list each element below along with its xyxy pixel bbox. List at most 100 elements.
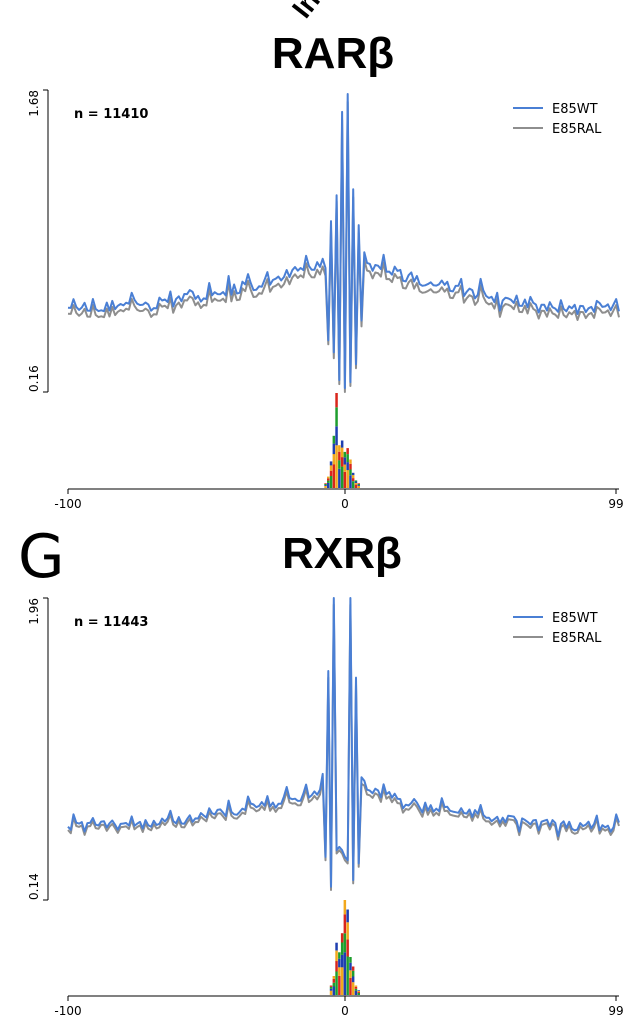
motif-bar [346,909,349,923]
motif-bar [340,447,344,458]
motif-bar [338,952,341,959]
motif-bar [351,478,355,482]
legend-label-e85wt: E85WT [552,611,598,626]
series-line-e85wt [67,93,620,389]
motif-bar [332,464,336,488]
motif-bar [329,461,333,466]
series-lines [67,93,620,393]
n-count-label: n = 11410 [74,107,148,122]
y-tick-label-bottom: 0.14 [27,873,41,900]
motif-bar [351,472,355,476]
motif-bar [354,483,358,485]
motif-bar [324,485,327,488]
motif-bar [327,476,330,479]
motif-bar [351,976,355,983]
motif-bar [349,475,352,488]
motif-bar [332,982,336,987]
motif-bar [329,476,333,488]
legend-label-e85ral: E85RAL [552,122,602,137]
motif-bar [346,956,349,995]
motif-bar [329,470,333,476]
motif-bar [354,985,358,987]
motif-bar [332,435,336,444]
motif-bar [340,457,344,467]
y-tick-label-top: 1.68 [27,90,41,117]
motif-bar [329,988,333,991]
motif-bar [335,942,338,951]
motif-bar [354,484,358,488]
motif-logo [329,900,360,996]
motif-bar [343,451,347,458]
motif-bar [357,991,360,993]
motif-bar [354,986,358,989]
motif-bar [324,484,327,485]
legend: E85WT E85RAL [513,102,602,137]
motif-logo [324,393,360,489]
motif-bar [332,443,336,455]
chart-rarb: RARβ n = 11410 1.68 0.16 -100 0 99 E85WT… [27,29,624,511]
x-tick-label: 0 [341,497,349,511]
motif-bar [343,900,347,915]
motif-bar [338,975,341,995]
x-tick-label: 0 [341,1004,349,1018]
motif-bar [340,933,344,943]
panel-letter: G [18,522,65,592]
motif-bar [335,393,338,408]
motif-bar [349,962,352,971]
motif-bar [349,957,352,963]
motif-bar [351,481,355,488]
legend-label-e85wt: E85WT [552,102,598,117]
motif-bar [346,939,349,957]
motif-bar [338,468,341,488]
motif-bar [340,440,344,448]
y-tick-label-bottom: 0.16 [27,365,41,392]
x-tick-label: -100 [54,1004,81,1018]
y-tick-label-top: 1.96 [27,598,41,625]
motif-bar [354,988,358,991]
motif-bar [332,454,336,465]
motif-bar [329,986,333,989]
x-tick-label: -100 [54,497,81,511]
motif-bar [329,990,333,995]
series-lines [67,597,620,891]
motif-bar [354,481,358,483]
motif-bar [340,954,344,968]
motif-bar [324,483,327,484]
motif-bar [357,483,360,484]
series-line-e85ral [67,603,620,891]
motif-bar [340,466,344,488]
motif-bar [327,478,330,481]
motif-bar [338,460,341,469]
motif-bar [324,484,327,486]
motif-bar [349,970,352,978]
motif-bar [335,426,338,446]
motif-bar [343,471,347,488]
motif-bar [329,465,333,471]
motif-bar [349,469,352,476]
motif-bar [343,933,347,953]
motif-bar [349,463,352,470]
motif-bar [351,966,355,971]
motif-bar [327,482,330,488]
motif-bar [354,990,358,995]
chart-title: RARβ [272,29,394,78]
motif-bar [332,976,336,979]
motif-bar [346,462,349,471]
legend: E85WT E85RAL [513,611,602,646]
motif-bar [340,942,344,955]
motif-bar [351,970,355,977]
motif-bar [338,958,341,968]
motif-bar [332,986,336,996]
motif-bar [346,448,349,455]
motif-bar [357,484,360,486]
chart-title: RXRβ [282,529,402,578]
motif-bar [349,459,352,464]
n-count-label: n = 11443 [74,615,148,630]
motif-bar [335,445,338,489]
motif-bar [357,991,360,992]
motif-bar [338,967,341,976]
motif-bar [335,961,338,972]
motif-bar [335,407,338,427]
motif-bar [357,992,360,995]
top-fragment-label: In [286,0,326,24]
